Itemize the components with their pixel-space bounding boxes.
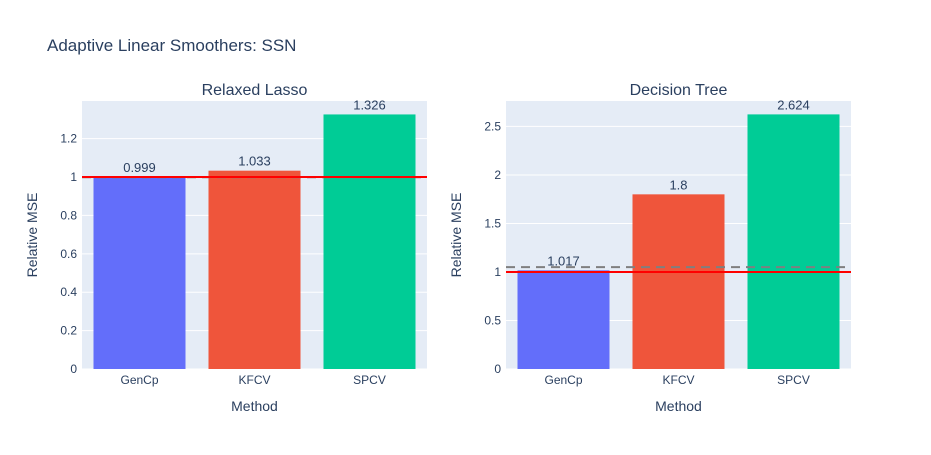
bar-spcv [747, 114, 840, 370]
figure-title: Adaptive Linear Smoothers: SSN [47, 36, 296, 55]
y-axis-title: Relative MSE [24, 193, 40, 278]
y-tick-label: 0.4 [60, 285, 77, 299]
y-tick-label: 2 [494, 168, 501, 182]
bar-value-label: 0.999 [123, 160, 156, 175]
y-tick-label: 1.5 [484, 216, 501, 230]
x-tick-label: SPCV [777, 373, 810, 387]
y-tick-label: 1.2 [60, 132, 77, 146]
x-axis-title: Method [655, 398, 702, 414]
y-tick-label: 0.6 [60, 247, 77, 261]
subplot-1: 0 0.2 0.4 0.6 0.8 1 1.2 0.999 GenCp 1.033 KFCV 1.32… [24, 82, 427, 414]
bar-kfcv [632, 194, 725, 369]
y-tick-label: 1 [494, 265, 501, 279]
y-tick-label: 0 [494, 362, 501, 376]
y-tick-label: 2.5 [484, 119, 501, 133]
x-tick-label: GenCp [120, 373, 158, 387]
y-axis-title: Relative MSE [448, 193, 464, 278]
bar-spcv [323, 114, 416, 370]
bar-value-label: 1.017 [547, 253, 580, 268]
bar-value-label: 1.326 [353, 97, 386, 112]
subplots: 0 0.2 0.4 0.6 0.8 1 1.2 0.999 GenCp 1.033 KFCV 1.32… [24, 82, 851, 414]
bar-gencp [93, 177, 186, 369]
x-tick-label: SPCV [353, 373, 386, 387]
bar-value-label: 1.033 [238, 154, 271, 169]
x-tick-label: GenCp [544, 373, 582, 387]
y-tick-label: 0.5 [484, 313, 501, 327]
bar-value-label: 1.8 [669, 177, 687, 192]
subplot-title: Relaxed Lasso [202, 82, 308, 99]
y-tick-label: 1 [70, 170, 77, 184]
y-tick-label: 0 [70, 362, 77, 376]
y-tick-label: 0.2 [60, 324, 77, 338]
x-tick-label: KFCV [238, 373, 270, 387]
bar-gencp [517, 270, 610, 369]
y-tick-label: 0.8 [60, 208, 77, 222]
subplot-2: 0 0.5 1 1.5 2 2.5 1.017 GenCp 1.8 KFCV 2.624 SPCV De… [448, 82, 851, 414]
bar-value-label: 2.624 [777, 97, 810, 112]
x-tick-label: KFCV [662, 373, 694, 387]
x-axis-title: Method [231, 398, 278, 414]
subplot-title: Decision Tree [630, 82, 728, 99]
bar-kfcv [208, 170, 301, 369]
